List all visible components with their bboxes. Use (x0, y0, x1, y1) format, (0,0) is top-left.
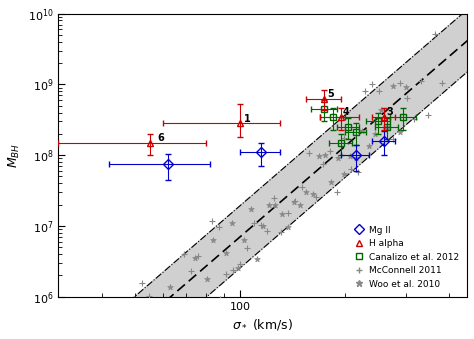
Point (138, 280, 146, 286)
Point (382, 125, 390, 131)
Point (259, 223, 267, 229)
Point (216, 296, 223, 302)
Point (278, 211, 285, 217)
Point (159, 330, 167, 335)
Point (352, 155, 360, 160)
Point (328, 179, 335, 185)
Text: 5: 5 (327, 89, 334, 99)
Point (265, 202, 273, 207)
Point (146, 293, 153, 298)
Legend: Mg II, H alpha, Canalizo et al. 2012, McConnell 2011, Woo et al. 2010: Mg II, H alpha, Canalizo et al. 2012, Mc… (350, 222, 463, 292)
Point (371, 132, 379, 137)
Point (333, 189, 341, 194)
Point (340, 171, 347, 177)
Point (346, 153, 354, 159)
Point (377, 107, 385, 113)
Point (228, 220, 236, 225)
Point (201, 305, 209, 311)
Point (147, 338, 155, 339)
Point (334, 156, 341, 161)
Point (222, 250, 229, 256)
Point (424, 112, 431, 117)
Point (250, 220, 257, 226)
Point (365, 143, 373, 148)
Point (129, 335, 137, 339)
Point (312, 194, 320, 199)
Point (368, 81, 376, 86)
Point (166, 324, 174, 329)
Point (264, 228, 271, 234)
Point (160, 298, 167, 303)
Point (154, 316, 161, 322)
Point (187, 268, 195, 274)
Point (375, 88, 383, 94)
Point (131, 335, 139, 339)
Point (243, 245, 250, 251)
Point (296, 202, 304, 207)
Point (271, 195, 278, 200)
Point (354, 169, 362, 175)
Point (203, 277, 211, 282)
Point (417, 79, 424, 84)
Point (315, 153, 323, 158)
Point (236, 261, 244, 267)
Point (172, 308, 180, 314)
Point (438, 81, 445, 86)
Point (292, 198, 299, 203)
Text: 3: 3 (386, 107, 392, 117)
Point (319, 161, 327, 167)
Point (303, 189, 310, 195)
Point (180, 252, 188, 257)
Point (116, 333, 124, 338)
Point (361, 88, 369, 94)
Point (166, 284, 173, 289)
Point (305, 150, 313, 156)
Point (194, 253, 201, 258)
Point (247, 207, 255, 212)
Point (240, 238, 248, 243)
Point (253, 256, 261, 262)
Point (234, 265, 242, 271)
Point (272, 202, 279, 208)
Point (229, 267, 237, 273)
Point (396, 81, 403, 86)
X-axis label: $\sigma_*$ (km/s): $\sigma_*$ (km/s) (232, 317, 293, 332)
Point (403, 95, 410, 101)
Point (208, 219, 216, 224)
Point (326, 148, 334, 154)
Point (321, 152, 329, 158)
Point (389, 137, 397, 142)
Point (284, 210, 292, 216)
Point (309, 192, 317, 197)
Point (299, 184, 306, 190)
Point (358, 128, 366, 134)
Point (191, 255, 199, 260)
Point (390, 84, 397, 89)
Text: 6: 6 (158, 133, 164, 143)
Point (410, 116, 418, 122)
Y-axis label: $M_{BH}$: $M_{BH}$ (7, 143, 22, 168)
Point (431, 32, 438, 37)
Point (215, 224, 222, 230)
Point (278, 229, 285, 235)
Text: 4: 4 (343, 107, 350, 117)
Point (197, 299, 205, 304)
Point (123, 309, 130, 315)
Point (152, 298, 160, 304)
Point (290, 199, 298, 204)
Point (210, 237, 217, 243)
Point (402, 85, 410, 90)
Point (347, 166, 355, 172)
Point (185, 304, 192, 310)
Point (173, 326, 181, 332)
Point (178, 325, 186, 331)
Point (135, 332, 143, 338)
Point (222, 271, 229, 276)
Point (383, 124, 391, 129)
Point (257, 222, 264, 228)
Point (284, 224, 292, 230)
Point (340, 135, 348, 141)
Point (396, 130, 403, 135)
Text: 1: 1 (245, 114, 251, 124)
